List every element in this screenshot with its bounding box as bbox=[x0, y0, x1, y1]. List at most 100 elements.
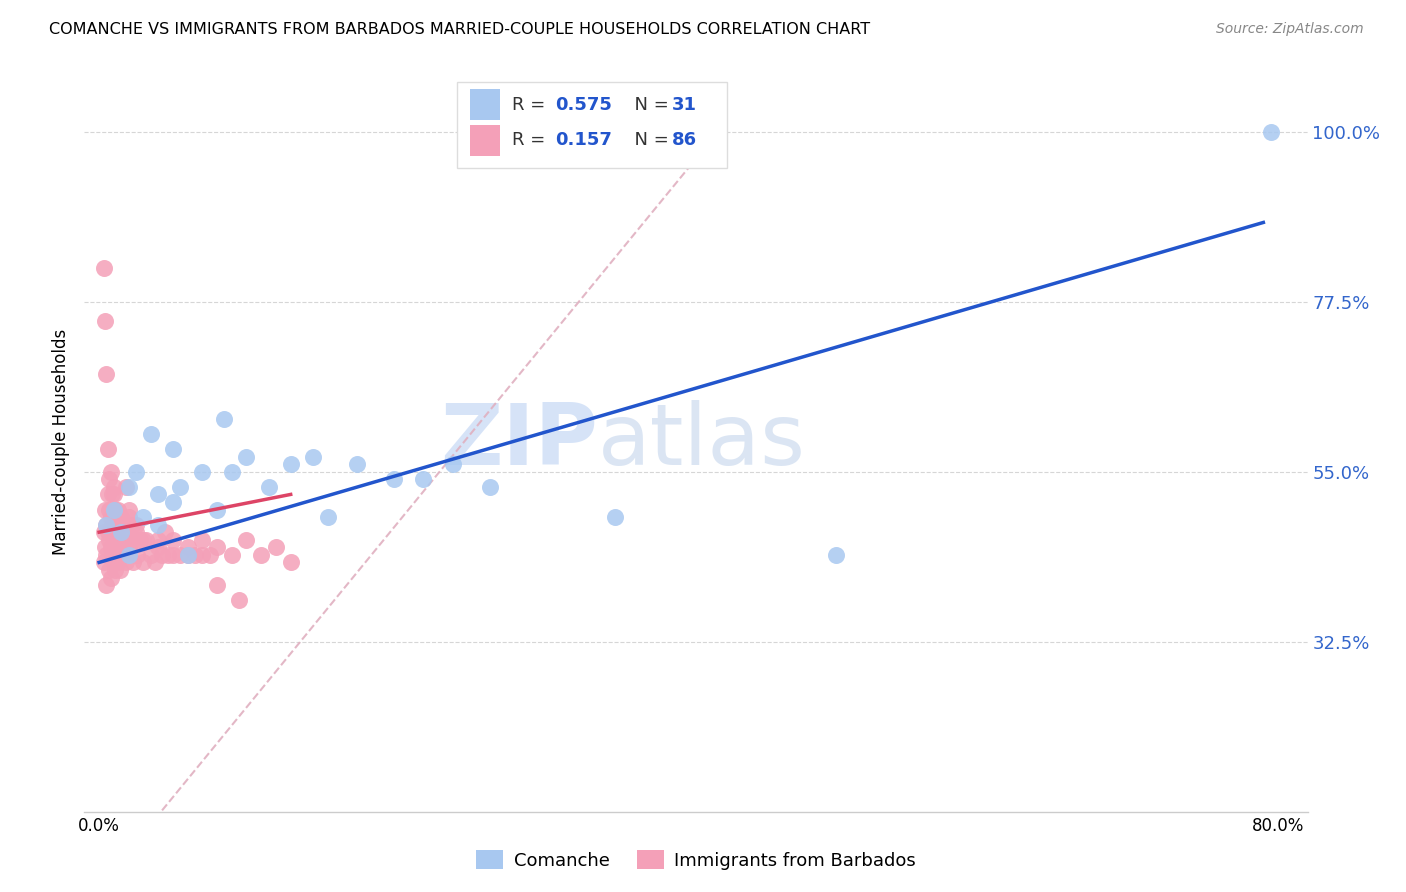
Point bbox=[280, 556, 302, 570]
Point bbox=[214, 412, 236, 426]
Point bbox=[139, 548, 162, 562]
Point bbox=[103, 525, 125, 540]
Text: 31: 31 bbox=[672, 95, 696, 113]
Point bbox=[101, 487, 124, 501]
Point bbox=[100, 465, 122, 479]
Point bbox=[412, 472, 434, 486]
Point bbox=[117, 510, 139, 524]
Point bbox=[93, 260, 115, 275]
Point bbox=[146, 487, 169, 501]
Point bbox=[146, 533, 169, 547]
Point bbox=[101, 517, 124, 532]
Point bbox=[117, 541, 139, 555]
Text: Source: ZipAtlas.com: Source: ZipAtlas.com bbox=[1216, 22, 1364, 37]
Text: R =: R = bbox=[513, 95, 551, 113]
Text: N =: N = bbox=[623, 95, 673, 113]
Point bbox=[97, 525, 120, 540]
Point bbox=[105, 517, 128, 532]
Point bbox=[121, 533, 143, 547]
Point bbox=[105, 510, 128, 524]
Text: 86: 86 bbox=[672, 131, 696, 149]
Text: ZIP: ZIP bbox=[440, 400, 598, 483]
Point bbox=[228, 593, 250, 607]
Point bbox=[98, 563, 121, 577]
Point bbox=[103, 480, 125, 494]
Point bbox=[146, 517, 169, 532]
Point bbox=[122, 556, 145, 570]
Point bbox=[441, 457, 464, 471]
Point bbox=[152, 548, 174, 562]
Point bbox=[264, 541, 287, 555]
Point bbox=[97, 442, 120, 456]
Point bbox=[93, 556, 115, 570]
Point bbox=[155, 525, 177, 540]
Point bbox=[100, 570, 122, 584]
Point bbox=[96, 548, 118, 562]
Point bbox=[176, 548, 198, 562]
Point bbox=[221, 465, 243, 479]
Point bbox=[280, 457, 302, 471]
Point bbox=[143, 556, 166, 570]
Point bbox=[101, 548, 124, 562]
Point bbox=[103, 487, 125, 501]
Point bbox=[169, 548, 191, 562]
Point bbox=[132, 556, 155, 570]
Point bbox=[132, 510, 155, 524]
Point bbox=[127, 548, 149, 562]
Point bbox=[111, 517, 134, 532]
Point bbox=[257, 480, 280, 494]
Point bbox=[104, 533, 127, 547]
Point bbox=[98, 533, 121, 547]
Point bbox=[205, 578, 228, 592]
Point bbox=[316, 510, 339, 524]
Point bbox=[100, 541, 122, 555]
Text: atlas: atlas bbox=[598, 400, 806, 483]
Point bbox=[169, 480, 191, 494]
Point bbox=[176, 548, 198, 562]
Point bbox=[478, 480, 501, 494]
Point bbox=[108, 533, 131, 547]
Text: R =: R = bbox=[513, 131, 551, 149]
Point bbox=[146, 541, 169, 555]
Point bbox=[1260, 125, 1282, 139]
Point bbox=[235, 533, 257, 547]
Point bbox=[205, 541, 228, 555]
Point bbox=[157, 548, 180, 562]
Point bbox=[162, 442, 184, 456]
Point bbox=[105, 541, 128, 555]
Point bbox=[96, 367, 118, 381]
FancyBboxPatch shape bbox=[470, 125, 501, 156]
Point bbox=[104, 502, 127, 516]
Point bbox=[382, 472, 405, 486]
Text: N =: N = bbox=[623, 131, 673, 149]
Point bbox=[114, 556, 136, 570]
Point bbox=[191, 533, 214, 547]
Point bbox=[162, 495, 184, 509]
Point bbox=[191, 548, 214, 562]
Point bbox=[129, 533, 152, 547]
Point bbox=[191, 465, 214, 479]
Point bbox=[114, 480, 136, 494]
Point bbox=[96, 517, 118, 532]
Point bbox=[110, 517, 132, 532]
Point bbox=[112, 548, 135, 562]
Point bbox=[250, 548, 273, 562]
Point bbox=[301, 450, 323, 464]
Point bbox=[125, 525, 148, 540]
Point bbox=[139, 427, 162, 442]
Point bbox=[184, 548, 207, 562]
Text: 0.575: 0.575 bbox=[555, 95, 612, 113]
Point bbox=[107, 502, 129, 516]
Point bbox=[205, 502, 228, 516]
Point bbox=[132, 533, 155, 547]
Point bbox=[346, 457, 368, 471]
Point bbox=[198, 548, 221, 562]
Point bbox=[235, 450, 257, 464]
FancyBboxPatch shape bbox=[457, 82, 727, 168]
Point bbox=[110, 541, 132, 555]
Text: COMANCHE VS IMMIGRANTS FROM BARBADOS MARRIED-COUPLE HOUSEHOLDS CORRELATION CHART: COMANCHE VS IMMIGRANTS FROM BARBADOS MAR… bbox=[49, 22, 870, 37]
Point bbox=[110, 525, 132, 540]
Point bbox=[135, 533, 157, 547]
Point bbox=[117, 502, 139, 516]
Point bbox=[96, 517, 118, 532]
